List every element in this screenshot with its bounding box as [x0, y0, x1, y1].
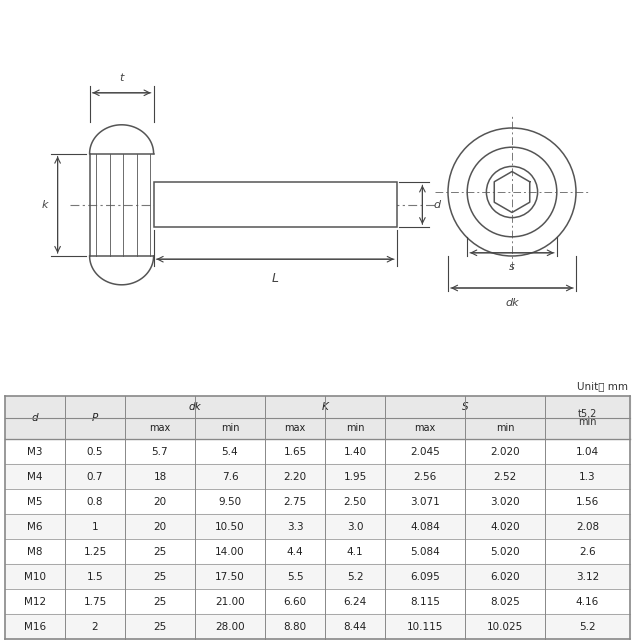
Text: 2.75: 2.75	[284, 497, 307, 507]
Text: 2.20: 2.20	[284, 472, 307, 482]
Text: 21.00: 21.00	[215, 596, 245, 607]
Text: 1.40: 1.40	[344, 447, 367, 457]
Text: 4.020: 4.020	[490, 522, 520, 532]
Text: 5.084: 5.084	[410, 547, 440, 557]
Text: 0.5: 0.5	[87, 447, 103, 457]
Text: 1.75: 1.75	[83, 596, 107, 607]
Text: 3.12: 3.12	[576, 572, 599, 582]
Text: 4.084: 4.084	[410, 522, 440, 532]
Text: Unit： mm: Unit： mm	[577, 381, 628, 392]
Text: dk: dk	[505, 298, 519, 308]
Text: t5.2: t5.2	[578, 408, 597, 419]
Text: max: max	[284, 424, 306, 433]
Text: 5.4: 5.4	[221, 447, 238, 457]
Text: S: S	[461, 401, 468, 412]
Text: 18: 18	[154, 472, 166, 482]
Text: 8.025: 8.025	[490, 596, 520, 607]
Text: 17.50: 17.50	[215, 572, 245, 582]
Text: M16: M16	[24, 621, 46, 632]
Text: 1.5: 1.5	[86, 572, 103, 582]
Text: 1.3: 1.3	[579, 472, 596, 482]
Text: 6.020: 6.020	[490, 572, 520, 582]
Text: 5.2: 5.2	[579, 621, 596, 632]
Text: t: t	[120, 73, 124, 83]
Text: 28.00: 28.00	[215, 621, 245, 632]
Text: max: max	[149, 424, 171, 433]
Text: 2.045: 2.045	[410, 447, 440, 457]
Text: 2.08: 2.08	[576, 522, 599, 532]
Text: 0.7: 0.7	[87, 472, 103, 482]
Text: K: K	[322, 401, 328, 412]
Text: 2.6: 2.6	[579, 547, 596, 557]
Text: 20: 20	[154, 497, 166, 507]
Text: 1.25: 1.25	[83, 547, 107, 557]
Text: 5.5: 5.5	[287, 572, 303, 582]
Text: 25: 25	[154, 596, 166, 607]
Text: M4: M4	[28, 472, 43, 482]
Text: 2: 2	[92, 621, 99, 632]
Text: 3.020: 3.020	[490, 497, 520, 507]
Text: 2.56: 2.56	[413, 472, 436, 482]
Text: 0.8: 0.8	[87, 497, 103, 507]
Text: 10.50: 10.50	[215, 522, 245, 532]
Text: 3.3: 3.3	[287, 522, 303, 532]
Text: min: min	[496, 424, 515, 433]
Text: M3: M3	[28, 447, 43, 457]
Text: 4.1: 4.1	[347, 547, 364, 557]
Bar	[154, 182, 397, 227]
Text: 6.095: 6.095	[410, 572, 440, 582]
Text: max: max	[414, 424, 436, 433]
Text: 4.16: 4.16	[576, 596, 599, 607]
Text: min: min	[579, 417, 596, 428]
Text: 1.56: 1.56	[576, 497, 599, 507]
Text: 5.7: 5.7	[152, 447, 168, 457]
Text: 1.95: 1.95	[344, 472, 367, 482]
Text: 25: 25	[154, 621, 166, 632]
Text: 5.020: 5.020	[490, 547, 520, 557]
Text: 7.6: 7.6	[221, 472, 238, 482]
Text: 3.071: 3.071	[410, 497, 440, 507]
Text: 14.00: 14.00	[215, 547, 245, 557]
Text: 8.44: 8.44	[344, 621, 367, 632]
Text: 2.020: 2.020	[490, 447, 520, 457]
Text: d: d	[32, 413, 38, 422]
Text: 1.65: 1.65	[284, 447, 307, 457]
Text: 10.025: 10.025	[487, 621, 523, 632]
Text: 9.50: 9.50	[218, 497, 241, 507]
Text: min: min	[221, 424, 239, 433]
Text: 3.0: 3.0	[347, 522, 364, 532]
Text: 5.2: 5.2	[347, 572, 364, 582]
Text: 25: 25	[154, 572, 166, 582]
Text: 6.60: 6.60	[284, 596, 307, 607]
Text: d: d	[434, 200, 441, 210]
Text: 8.115: 8.115	[410, 596, 440, 607]
Text: 2.50: 2.50	[344, 497, 367, 507]
Text: M6: M6	[28, 522, 43, 532]
Text: 10.115: 10.115	[407, 621, 443, 632]
Text: M5: M5	[28, 497, 43, 507]
Text: 20: 20	[154, 522, 166, 532]
Text: 1.04: 1.04	[576, 447, 599, 457]
Text: P: P	[92, 413, 98, 422]
Text: min: min	[346, 424, 364, 433]
Text: dk: dk	[189, 401, 202, 412]
Text: 4.4: 4.4	[287, 547, 303, 557]
Text: 6.24: 6.24	[344, 596, 367, 607]
Text: 1: 1	[92, 522, 99, 532]
Text: k: k	[42, 200, 48, 210]
Text: M10: M10	[24, 572, 46, 582]
Text: s: s	[509, 262, 515, 273]
Text: 8.80: 8.80	[284, 621, 307, 632]
Text: 2.52: 2.52	[493, 472, 516, 482]
Text: 25: 25	[154, 547, 166, 557]
Text: M12: M12	[24, 596, 46, 607]
Text: M8: M8	[28, 547, 43, 557]
Text: L: L	[272, 272, 278, 285]
